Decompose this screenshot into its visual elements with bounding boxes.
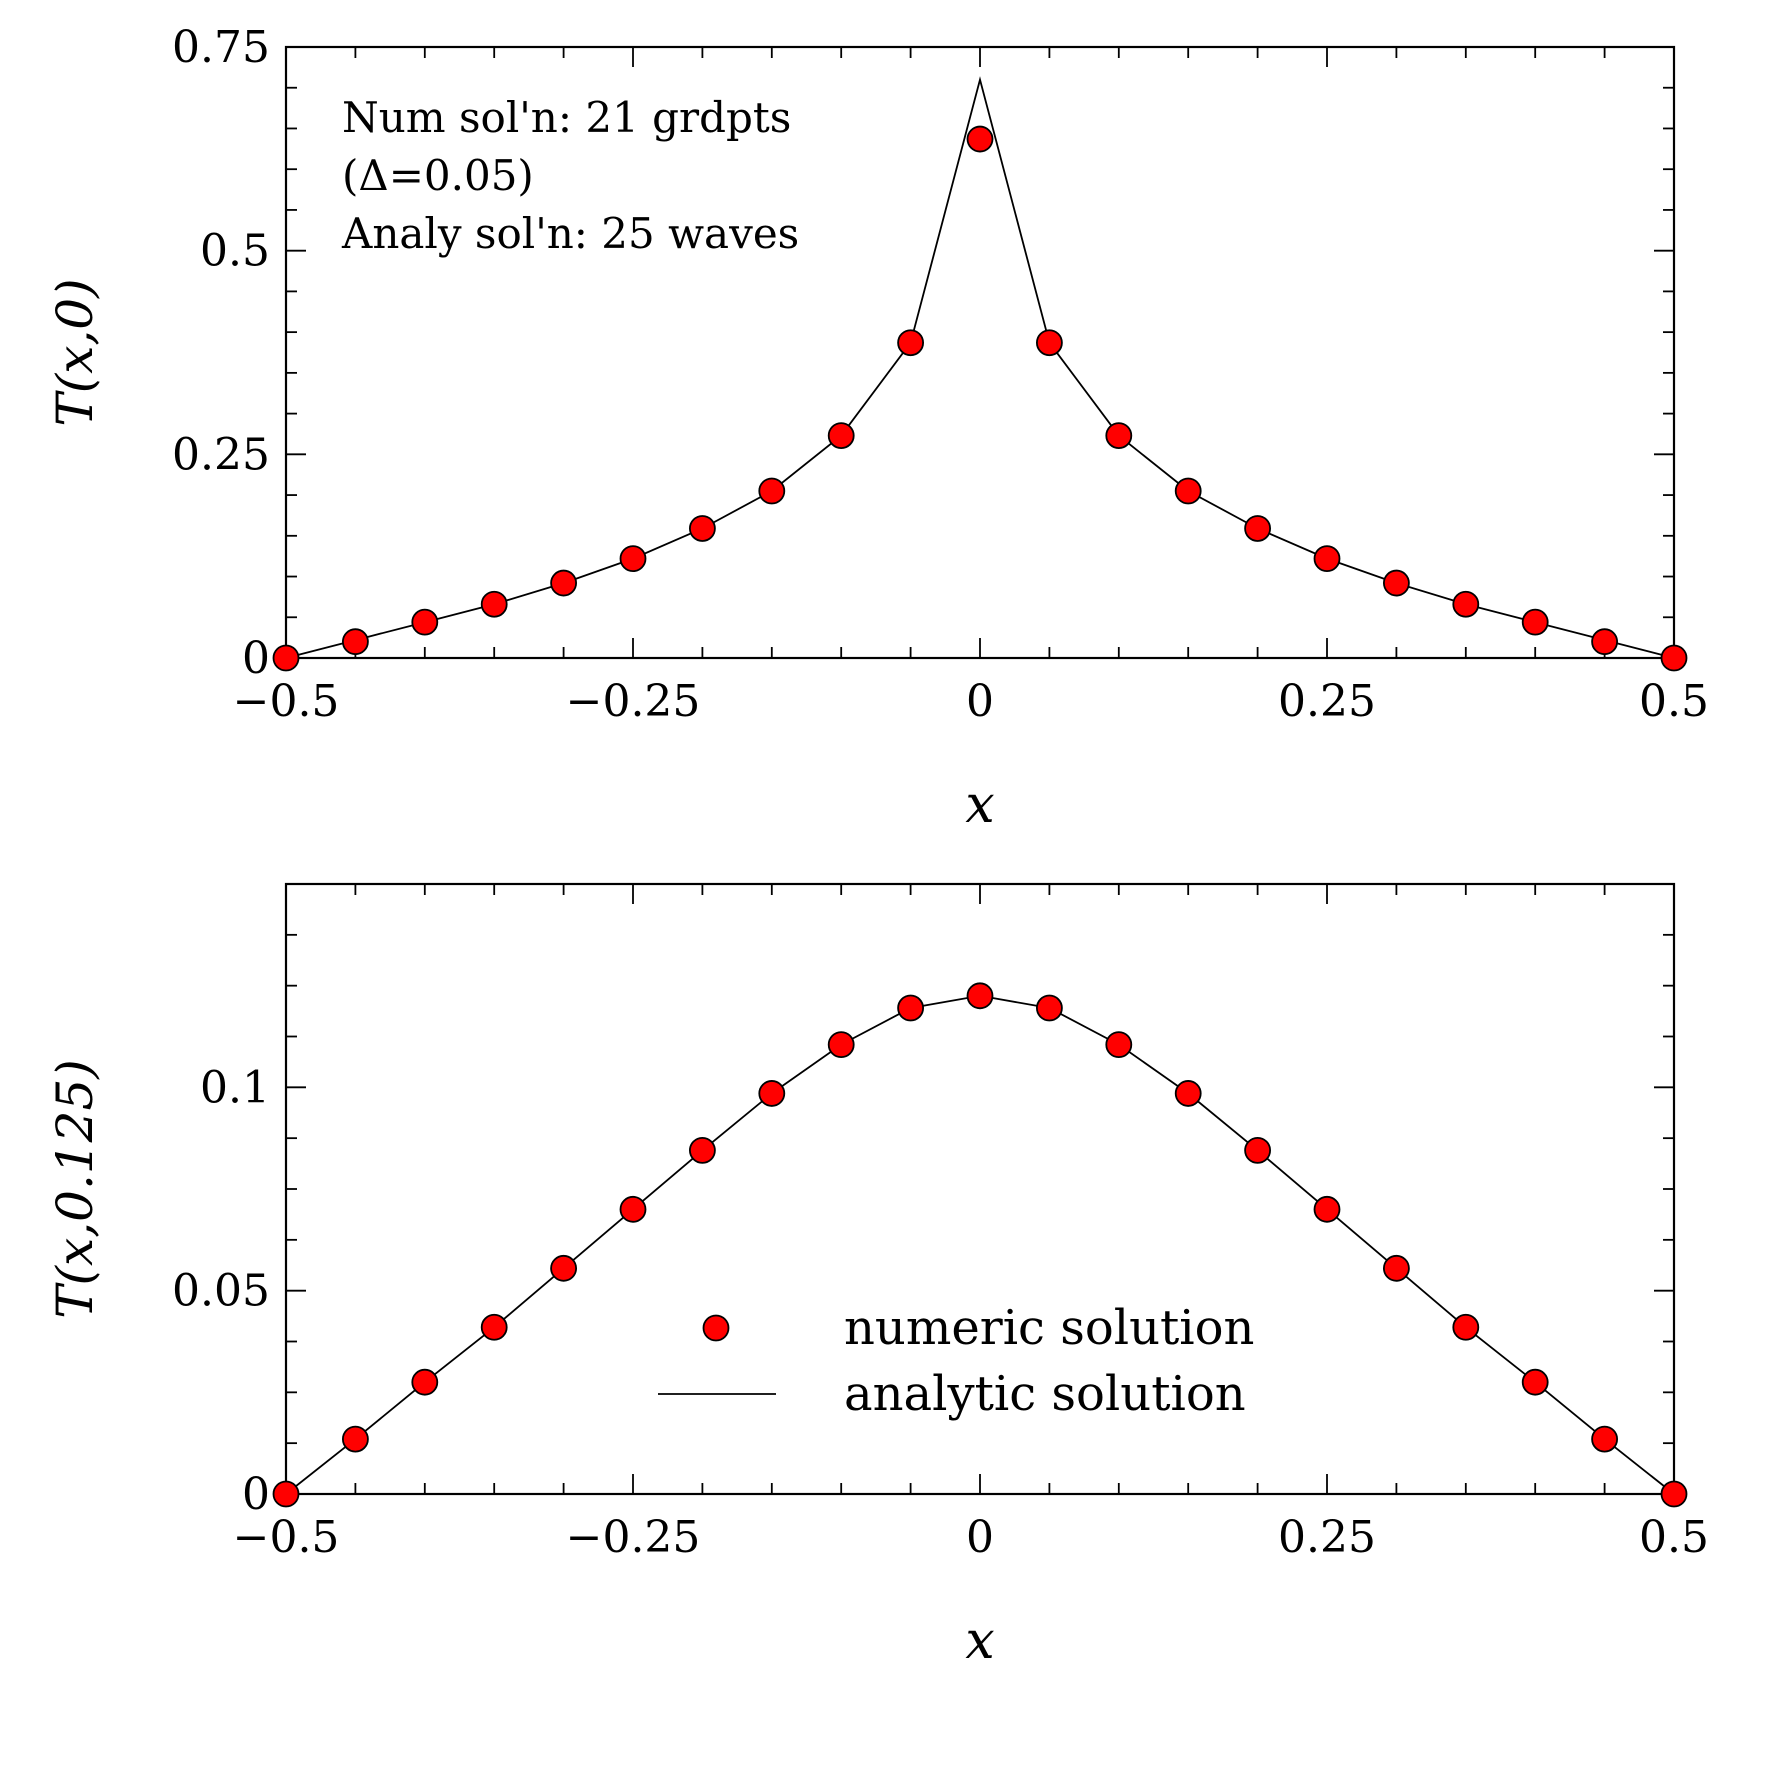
legend: numeric solution analytic solution	[658, 1300, 1254, 1422]
numeric-solution-point	[689, 1136, 716, 1164]
x-axis-title: x	[965, 1611, 994, 1671]
numeric-solution-point	[1452, 590, 1480, 618]
bottom-panel: −0.5 −0.25 0 0.25 0.5 0 0.05 0.1 x T(x,0.125) nume…	[46, 882, 1709, 1671]
y-tick-label: 0.05	[172, 1266, 270, 1317]
y-tick-label: 0.1	[200, 1062, 270, 1113]
y-tick-label: 0.5	[200, 226, 270, 277]
x-tick-label: 0.25	[1278, 676, 1376, 727]
numeric-solution-point	[550, 569, 577, 597]
numeric-solution-point	[1591, 628, 1618, 656]
x-tick-label: −0.5	[233, 676, 340, 727]
numeric-solution-point	[689, 515, 716, 542]
numeric-solution-point	[272, 644, 300, 672]
numeric-solution-point	[966, 982, 994, 1010]
numeric-solution-point	[1313, 1195, 1341, 1223]
x-axis-title: x	[965, 775, 994, 835]
x-tick-label: −0.25	[566, 676, 701, 727]
legend-label: analytic solution	[844, 1366, 1246, 1422]
numeric-solution-point	[1313, 545, 1341, 573]
numeric-solution-point	[411, 1368, 439, 1396]
annotation-line: Analy sol'n: 25 waves	[341, 209, 799, 258]
x-tick-label: −0.5	[233, 1512, 340, 1563]
x-tick-label: 0	[966, 1512, 994, 1563]
numeric-solution-point	[272, 1480, 300, 1508]
numeric-solution-point	[1174, 1080, 1202, 1107]
numeric-solution-point	[1174, 477, 1202, 505]
x-tick-label: −0.25	[566, 1512, 701, 1563]
numeric-solution-point	[1660, 1480, 1688, 1508]
numeric-solution-point	[1591, 1425, 1618, 1453]
numeric-solution-point	[897, 329, 924, 357]
numeric-solution-point	[758, 1080, 786, 1107]
numeric-solution-point	[1244, 515, 1271, 542]
numeric-solution-point	[1036, 994, 1063, 1022]
numeric-solution-point	[619, 545, 647, 573]
x-tick-label: 0.5	[1639, 676, 1709, 727]
top-panel: −0.5 −0.25 0 0.25 0.5 0 0.25 0.5 0.75 x T(x,0) Num …	[46, 22, 1709, 835]
numeric-solution-point	[480, 590, 508, 618]
numeric-solution-point	[966, 125, 994, 153]
numeric-solution-point	[1105, 422, 1133, 449]
x-tick-label: 0.5	[1639, 1512, 1709, 1563]
y-tick-label: 0.25	[172, 429, 270, 480]
numeric-solution-point	[1383, 1254, 1410, 1282]
numeric-solution-point	[758, 477, 786, 505]
x-tick-label: 0.25	[1278, 1512, 1376, 1563]
numeric-solution-point	[619, 1195, 647, 1223]
numeric-solution-point	[341, 1425, 369, 1453]
y-tick-label: 0	[242, 1469, 270, 1520]
analytic-solution-line	[285, 76, 1675, 659]
numeric-solution-point	[1521, 1368, 1549, 1396]
numeric-solution-point	[1244, 1136, 1271, 1164]
numeric-solution-point	[341, 628, 369, 656]
numeric-solution-point	[1383, 569, 1410, 597]
y-tick-label: 0.75	[172, 22, 270, 73]
numeric-solution-point	[1452, 1313, 1480, 1341]
numeric-solution-point	[897, 994, 924, 1022]
numeric-solution-point	[1660, 644, 1688, 672]
annotation-line: Num sol'n: 21 grdpts	[342, 93, 791, 142]
annotation-line: (Δ=0.05)	[342, 151, 534, 200]
numeric-solution-point	[827, 1031, 855, 1059]
x-tick-label: 0	[966, 676, 994, 727]
legend-label: numeric solution	[844, 1300, 1254, 1356]
numeric-solution-point	[480, 1313, 508, 1341]
legend-point-swatch	[702, 1314, 730, 1342]
numeric-solution-point	[1521, 608, 1549, 636]
numeric-solution-point	[1105, 1031, 1133, 1059]
y-tick-label: 0	[242, 633, 270, 684]
y-axis-title: T(x,0)	[46, 278, 104, 426]
numeric-solution-point	[550, 1254, 577, 1282]
numeric-solution-point	[1036, 329, 1063, 357]
y-axis-title: T(x,0.125)	[46, 1059, 104, 1319]
numeric-solution-point	[827, 422, 855, 449]
numeric-solution-point	[411, 608, 439, 636]
